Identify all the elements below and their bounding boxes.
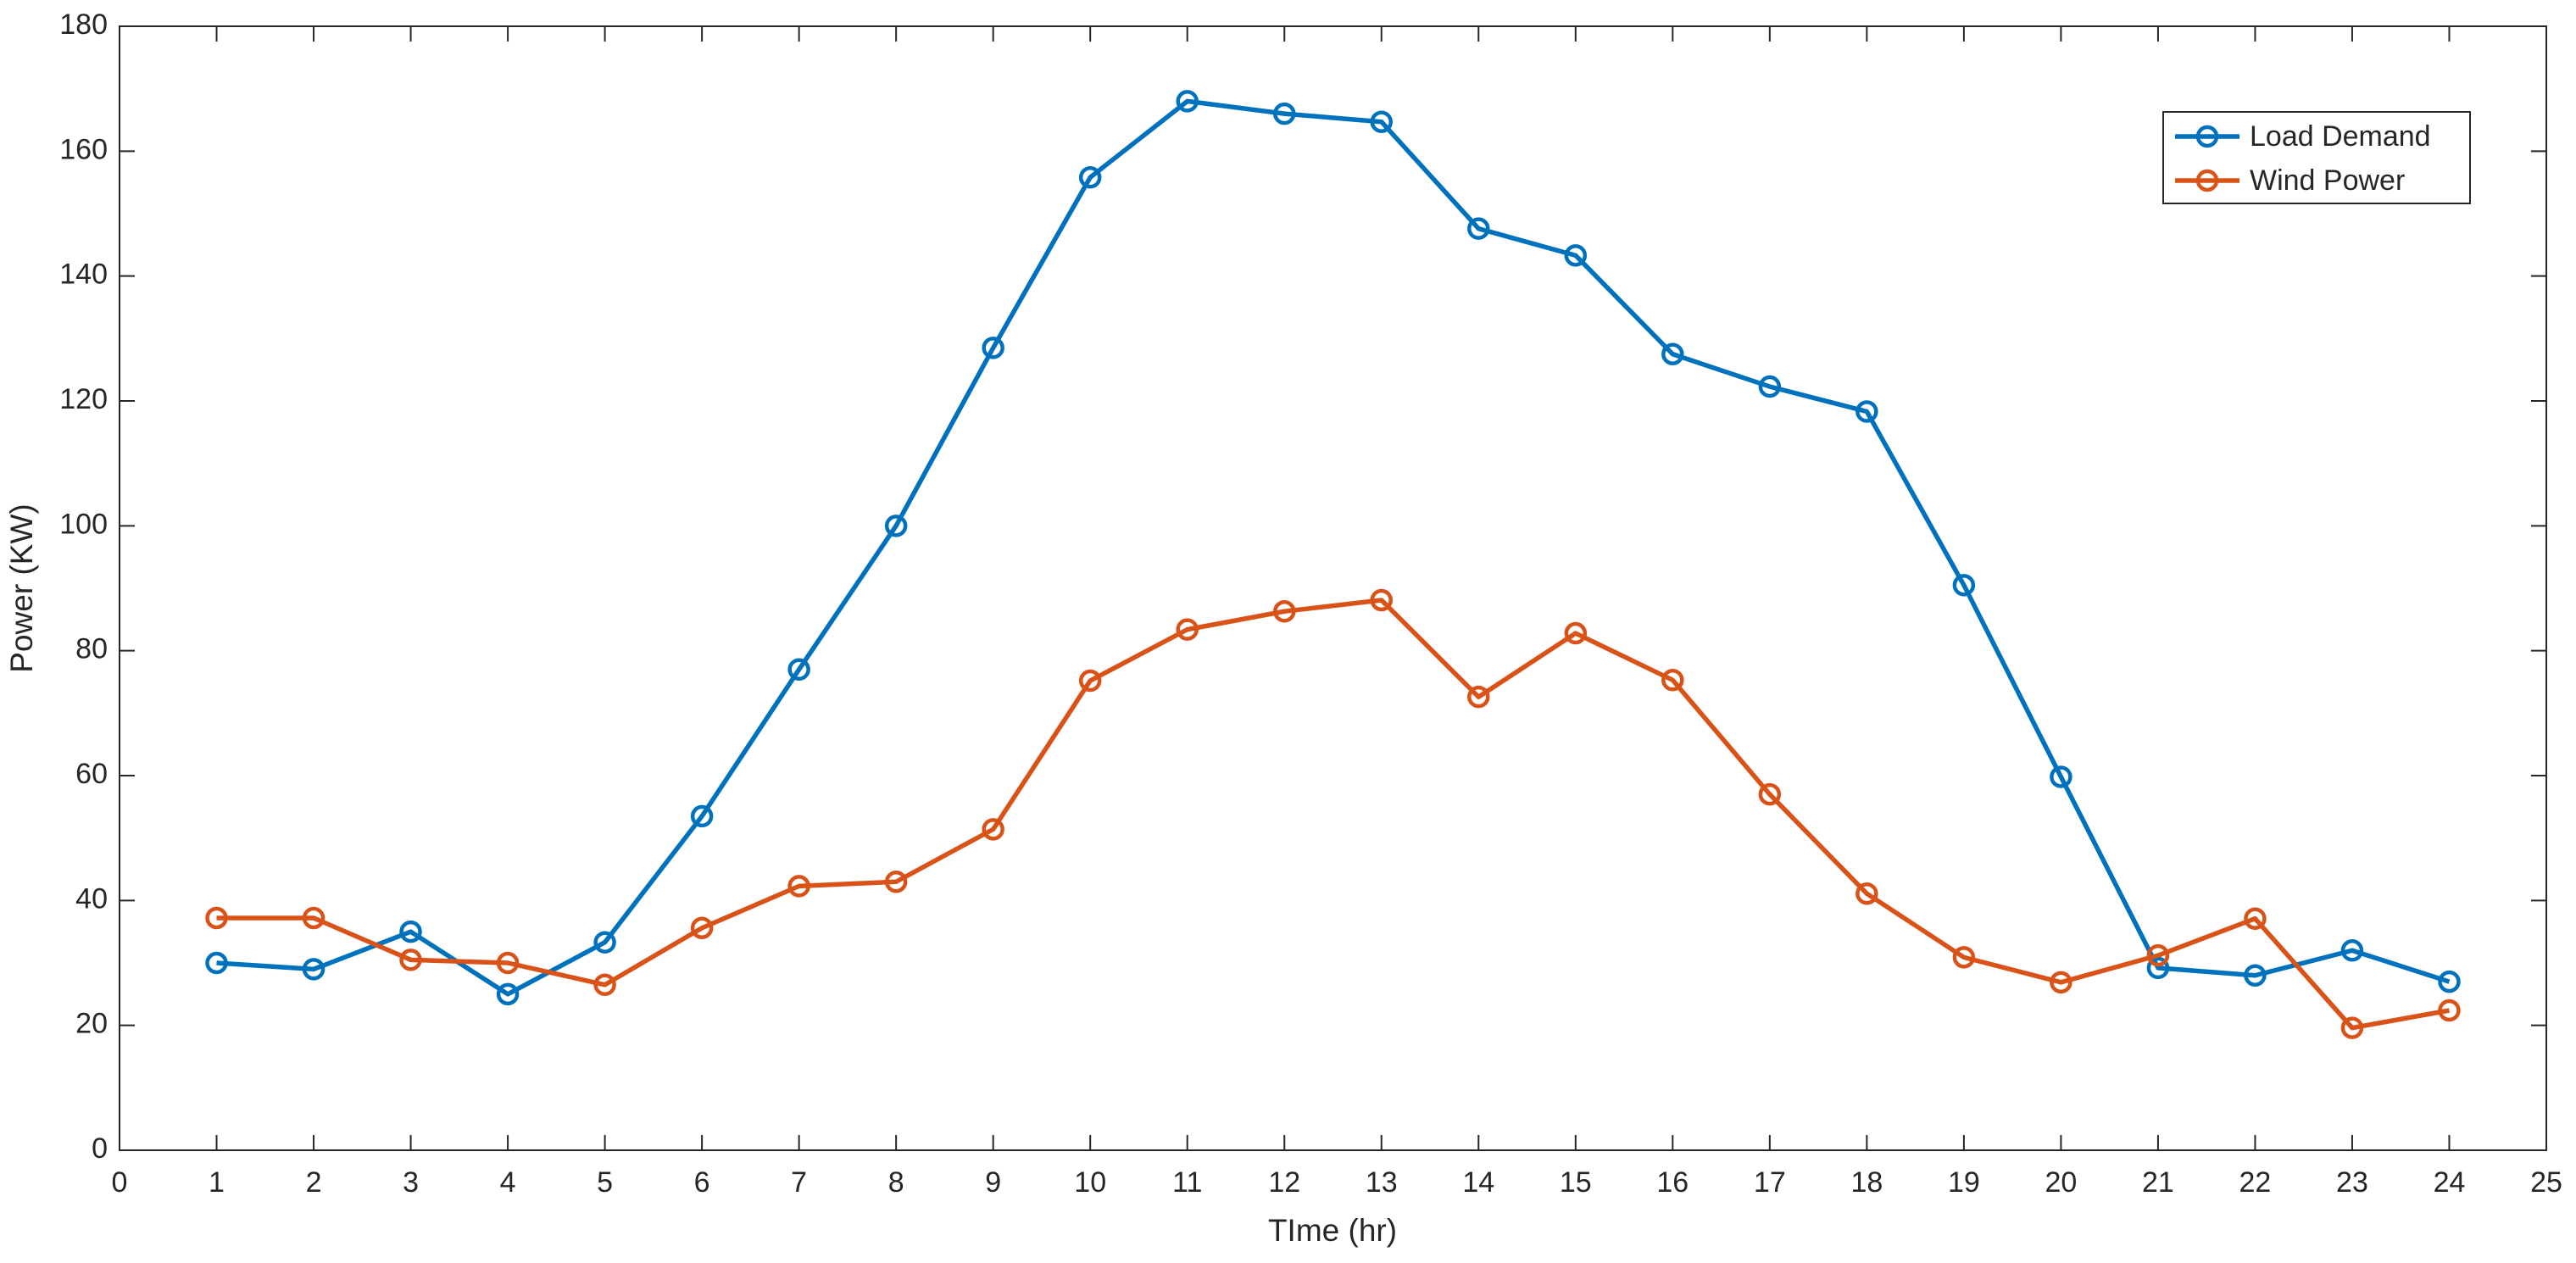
data-point bbox=[302, 958, 325, 981]
x-tick-label: 22 bbox=[2239, 1166, 2272, 1199]
x-tick-label: 9 bbox=[985, 1166, 1001, 1199]
x-tick-label: 0 bbox=[112, 1166, 128, 1199]
y-tick-label: 140 bbox=[59, 259, 108, 291]
x-tick-label: 24 bbox=[2434, 1166, 2466, 1199]
data-point bbox=[884, 870, 908, 893]
x-tick-label: 3 bbox=[403, 1166, 419, 1199]
y-tick-label: 160 bbox=[59, 133, 108, 165]
data-point bbox=[2146, 956, 2170, 980]
data-point bbox=[302, 906, 325, 930]
data-point bbox=[982, 337, 1004, 359]
x-tick-label: 1 bbox=[209, 1166, 225, 1199]
x-tick-label: 14 bbox=[1462, 1166, 1494, 1199]
data-point bbox=[593, 973, 616, 997]
data-point bbox=[2146, 943, 2170, 967]
x-tick-label: 5 bbox=[597, 1166, 613, 1199]
x-tick-label: 23 bbox=[2336, 1166, 2368, 1199]
data-point bbox=[1176, 90, 1199, 113]
y-tick-label: 60 bbox=[75, 758, 108, 790]
plot-frame bbox=[119, 25, 2547, 1151]
data-point bbox=[496, 951, 520, 975]
y-tick-label: 180 bbox=[59, 8, 108, 41]
data-point bbox=[496, 982, 520, 1006]
data-point bbox=[399, 949, 422, 971]
data-point bbox=[1467, 685, 1490, 709]
legend-marker bbox=[2195, 125, 2219, 148]
series-line bbox=[216, 98, 2451, 997]
y-tick-label: 80 bbox=[75, 633, 108, 665]
data-point bbox=[1272, 600, 1296, 623]
x-axis-label: TIme (hr) bbox=[1268, 1213, 1397, 1248]
data-point bbox=[2050, 765, 2072, 788]
series-line bbox=[216, 598, 2450, 1031]
data-point bbox=[205, 906, 228, 930]
data-point bbox=[1078, 669, 1102, 693]
legend-label: Wind Power bbox=[2250, 164, 2405, 197]
data-point bbox=[593, 931, 616, 954]
legend-marker bbox=[2195, 169, 2219, 192]
data-point bbox=[1952, 574, 1976, 597]
x-tick-label: 17 bbox=[1754, 1166, 1786, 1199]
data-point bbox=[982, 818, 1004, 841]
x-tick-label: 21 bbox=[2142, 1166, 2174, 1199]
data-point bbox=[1564, 621, 1588, 645]
data-point bbox=[690, 916, 714, 939]
x-tick-label: 20 bbox=[2045, 1166, 2077, 1199]
data-point bbox=[1758, 375, 1782, 398]
data-point bbox=[2340, 1016, 2364, 1039]
y-tick-label: 20 bbox=[75, 1008, 108, 1040]
x-tick-label: 11 bbox=[1172, 1166, 1202, 1199]
data-point bbox=[2438, 999, 2461, 1022]
x-tick-label: 19 bbox=[1948, 1166, 1980, 1199]
data-point bbox=[884, 515, 908, 537]
data-point bbox=[2438, 970, 2461, 993]
x-tick-label: 10 bbox=[1074, 1166, 1106, 1199]
x-tick-label: 15 bbox=[1560, 1166, 1592, 1199]
x-tick-label: 6 bbox=[694, 1166, 710, 1199]
data-point bbox=[205, 951, 228, 975]
data-point bbox=[1661, 342, 1684, 365]
data-point bbox=[2340, 939, 2364, 962]
data-point bbox=[1176, 618, 1199, 641]
data-point bbox=[1952, 946, 1976, 969]
x-tick-label: 7 bbox=[791, 1166, 807, 1199]
y-tick-label: 40 bbox=[75, 882, 108, 915]
y-tick-label: 0 bbox=[92, 1132, 108, 1165]
data-point bbox=[1758, 782, 1782, 806]
data-point bbox=[787, 875, 810, 898]
y-axis-label: Power (KW) bbox=[4, 504, 39, 672]
legend-label: Load Demand bbox=[2250, 120, 2431, 153]
y-tick-label: 120 bbox=[59, 383, 108, 415]
data-point bbox=[1855, 882, 1878, 905]
data-point bbox=[1078, 166, 1102, 189]
data-point bbox=[1370, 588, 1394, 612]
x-tick-label: 25 bbox=[2530, 1166, 2562, 1199]
data-point bbox=[1661, 669, 1684, 692]
y-tick-label: 100 bbox=[59, 508, 108, 540]
x-tick-label: 4 bbox=[500, 1166, 516, 1199]
data-point bbox=[1370, 110, 1394, 133]
data-point bbox=[399, 920, 422, 943]
data-point bbox=[2050, 971, 2072, 994]
data-point bbox=[1272, 102, 1296, 125]
x-tick-label: 18 bbox=[1850, 1166, 1883, 1199]
data-point bbox=[787, 658, 810, 682]
data-point bbox=[2244, 907, 2267, 930]
x-tick-label: 13 bbox=[1366, 1166, 1398, 1199]
data-point bbox=[1467, 217, 1490, 240]
x-tick-label: 8 bbox=[888, 1166, 904, 1199]
legend: Load Demand Wind Power bbox=[2162, 111, 2471, 204]
x-tick-label: 2 bbox=[306, 1166, 322, 1199]
data-point bbox=[690, 804, 714, 828]
data-point bbox=[1855, 400, 1878, 423]
x-tick-label: 16 bbox=[1656, 1166, 1689, 1199]
x-tick-label: 12 bbox=[1268, 1166, 1300, 1199]
data-point bbox=[1564, 244, 1588, 267]
data-point bbox=[2244, 964, 2267, 987]
